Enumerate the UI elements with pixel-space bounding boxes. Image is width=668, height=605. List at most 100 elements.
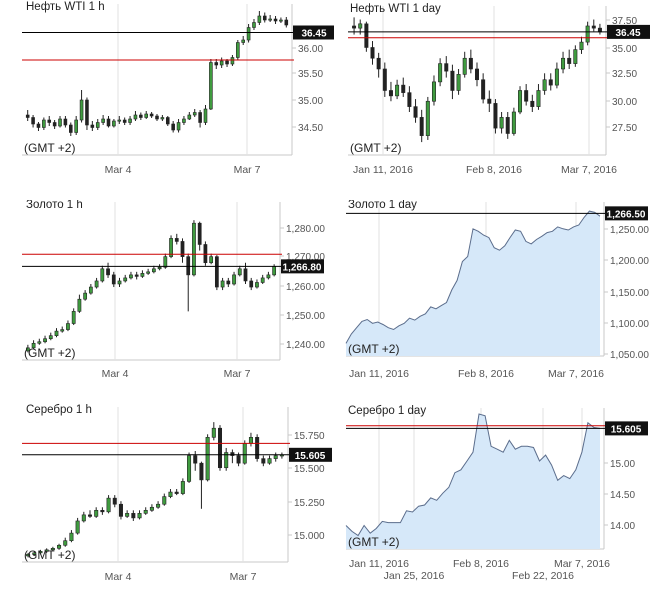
candle-body <box>146 271 151 274</box>
candle-body <box>591 25 596 29</box>
candle <box>66 320 70 332</box>
y-tick-label: 1,260.00 <box>286 282 325 293</box>
candle <box>162 493 167 506</box>
candle <box>255 279 259 289</box>
candle-body <box>81 514 86 522</box>
y-tick-label: 36.00 <box>298 44 323 55</box>
candle-body <box>85 99 89 126</box>
candle-body <box>25 347 30 352</box>
candle-body <box>561 57 566 70</box>
candle-body <box>203 108 208 123</box>
candle-body <box>38 551 43 554</box>
candle-body <box>585 25 590 43</box>
candle <box>284 17 289 28</box>
timezone-label: (GMT +2) <box>24 141 75 155</box>
candle <box>74 116 78 135</box>
candle <box>112 119 116 128</box>
x-tick-label: Mar 4 <box>105 164 132 176</box>
candle <box>171 121 175 133</box>
candle-body <box>438 63 443 83</box>
candle <box>456 68 461 95</box>
x-tick-label: Jan 11, 2016 <box>349 368 409 380</box>
candle <box>26 552 31 558</box>
price-badge <box>607 24 650 39</box>
candle <box>241 36 245 45</box>
candle-body <box>199 462 204 481</box>
candle-body <box>224 452 229 469</box>
candle <box>199 461 204 509</box>
candle <box>370 41 375 65</box>
candle-body <box>450 70 455 91</box>
candle-body <box>419 117 424 136</box>
candle-body <box>60 329 65 332</box>
candle-body <box>44 549 49 552</box>
candle <box>249 277 254 291</box>
candle <box>174 489 179 496</box>
candle-body <box>284 19 289 26</box>
y-tick-label: 14.50 <box>610 490 635 501</box>
candle-body <box>370 47 375 59</box>
candle-body <box>413 106 418 118</box>
price-badge-label: 1,266.80 <box>283 262 322 273</box>
candle-body <box>36 123 41 128</box>
area-series-line <box>345 413 601 537</box>
candle <box>36 122 41 131</box>
candle-body <box>211 427 216 438</box>
candle <box>63 116 68 128</box>
candle <box>260 274 265 284</box>
candle <box>279 452 284 459</box>
candle-body <box>162 496 167 505</box>
candle-body <box>176 122 181 131</box>
candle <box>112 495 117 508</box>
candle <box>90 121 95 131</box>
candle-body <box>524 90 529 102</box>
candle-body <box>364 23 369 48</box>
candle <box>180 238 185 263</box>
candle <box>205 434 210 482</box>
candle-body <box>106 497 111 513</box>
y-tick-label: 1,280.00 <box>286 224 325 235</box>
candle-body <box>123 277 128 282</box>
x-tick-label: Mar 7 <box>224 368 251 380</box>
candle <box>182 116 186 125</box>
x-tick-label: Mar 7, 2016 <box>548 368 604 380</box>
candle-body <box>50 548 55 551</box>
candle <box>220 277 225 291</box>
candle <box>123 274 128 283</box>
candle-body <box>567 57 572 64</box>
candle <box>468 49 473 74</box>
candle-body <box>257 15 262 23</box>
y-tick-label: 1,250.00 <box>286 311 325 322</box>
candle <box>561 51 566 74</box>
x-tick-label: Mar 7, 2016 <box>554 558 610 570</box>
candle <box>31 115 35 128</box>
candle-body <box>511 111 516 134</box>
price-badge-label: 36.45 <box>301 29 326 40</box>
candle <box>266 271 271 280</box>
price-badge-label: 1,266.50 <box>607 209 646 220</box>
candle <box>211 422 216 441</box>
candle-body <box>174 491 179 494</box>
y-tick-label: 32.50 <box>612 69 637 80</box>
y-tick-label: 1,150.00 <box>610 288 649 299</box>
candle <box>129 271 133 280</box>
candle <box>597 23 602 35</box>
candle-body <box>382 68 387 91</box>
candle <box>131 510 136 521</box>
candle <box>100 265 105 283</box>
candle-body <box>149 113 154 117</box>
candle-body <box>71 311 76 324</box>
candle <box>37 338 42 345</box>
candle <box>214 255 219 291</box>
candle <box>79 90 84 123</box>
candle <box>106 495 111 514</box>
candle <box>542 73 547 95</box>
y-tick-label: 30.00 <box>612 97 637 108</box>
candle-body <box>144 113 149 118</box>
candle <box>54 328 59 338</box>
candle <box>219 57 224 68</box>
candle <box>106 262 110 278</box>
candle-body <box>230 452 235 456</box>
candle <box>156 501 161 509</box>
candle <box>60 326 65 333</box>
